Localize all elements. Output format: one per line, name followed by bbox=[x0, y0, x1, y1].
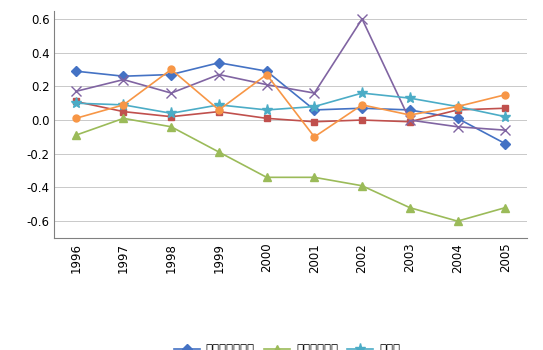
重電 bbox=[502, 106, 508, 110]
Line: 重電: 重電 bbox=[72, 98, 509, 125]
通信機器 bbox=[263, 83, 270, 87]
半導体 bbox=[216, 103, 222, 107]
民生用電気電子 bbox=[216, 61, 222, 65]
Line: コンピュータ: コンピュータ bbox=[72, 114, 509, 225]
通信機器 bbox=[502, 128, 508, 132]
半導体 bbox=[454, 104, 461, 108]
重電 bbox=[120, 110, 127, 114]
電子部品 bbox=[407, 113, 413, 117]
電子部品 bbox=[216, 108, 222, 112]
重電 bbox=[311, 120, 318, 124]
半導体 bbox=[120, 103, 127, 107]
重電 bbox=[216, 110, 222, 114]
電子部品 bbox=[311, 135, 318, 139]
コンピュータ bbox=[407, 205, 413, 210]
Line: 半導体: 半導体 bbox=[70, 88, 511, 122]
重電 bbox=[454, 108, 461, 112]
電子部品 bbox=[359, 103, 365, 107]
半導体 bbox=[263, 108, 270, 112]
電子部品 bbox=[73, 116, 79, 120]
民生用電気電子 bbox=[311, 108, 318, 112]
半導体 bbox=[311, 104, 318, 108]
コンピュータ bbox=[502, 205, 508, 210]
通信機器 bbox=[168, 91, 174, 95]
コンピュータ bbox=[359, 184, 365, 188]
コンピュータ bbox=[168, 125, 174, 129]
民生用電気電子 bbox=[407, 108, 413, 112]
重電 bbox=[359, 118, 365, 122]
Line: 通信機器: 通信機器 bbox=[71, 14, 510, 135]
通信機器 bbox=[73, 89, 79, 93]
コンピュータ bbox=[73, 133, 79, 137]
民生用電気電子 bbox=[263, 69, 270, 73]
通信機器 bbox=[216, 72, 222, 77]
コンピュータ bbox=[454, 219, 461, 223]
重電 bbox=[168, 114, 174, 119]
Line: 民生用電気電子: 民生用電気電子 bbox=[72, 59, 509, 147]
半導体 bbox=[407, 96, 413, 100]
重電 bbox=[73, 99, 79, 104]
通信機器 bbox=[359, 17, 365, 21]
コンピュータ bbox=[263, 175, 270, 180]
電子部品 bbox=[454, 104, 461, 108]
半導体 bbox=[168, 111, 174, 116]
半導体 bbox=[359, 91, 365, 95]
通信機器 bbox=[311, 91, 318, 95]
コンピュータ bbox=[120, 116, 127, 120]
コンピュータ bbox=[216, 150, 222, 154]
通信機器 bbox=[120, 77, 127, 82]
民生用電気電子 bbox=[454, 116, 461, 120]
コンピュータ bbox=[311, 175, 318, 180]
民生用電気電子 bbox=[168, 72, 174, 77]
重電 bbox=[263, 116, 270, 120]
民生用電気電子 bbox=[73, 69, 79, 73]
民生用電気電子 bbox=[120, 74, 127, 78]
通信機器 bbox=[454, 125, 461, 129]
電子部品 bbox=[168, 68, 174, 72]
Line: 電子部品: 電子部品 bbox=[72, 66, 509, 140]
電子部品 bbox=[263, 72, 270, 77]
電子部品 bbox=[120, 103, 127, 107]
通信機器 bbox=[407, 118, 413, 122]
民生用電気電子 bbox=[359, 106, 365, 110]
電子部品 bbox=[502, 93, 508, 97]
半導体 bbox=[73, 101, 79, 105]
民生用電気電子 bbox=[502, 141, 508, 146]
半導体 bbox=[502, 114, 508, 119]
重電 bbox=[407, 120, 413, 124]
Legend: 民生用電気電子, 重電, コンピュータ, 通信機器, 半導体, 電子部品: 民生用電気電子, 重電, コンピュータ, 通信機器, 半導体, 電子部品 bbox=[170, 340, 411, 350]
